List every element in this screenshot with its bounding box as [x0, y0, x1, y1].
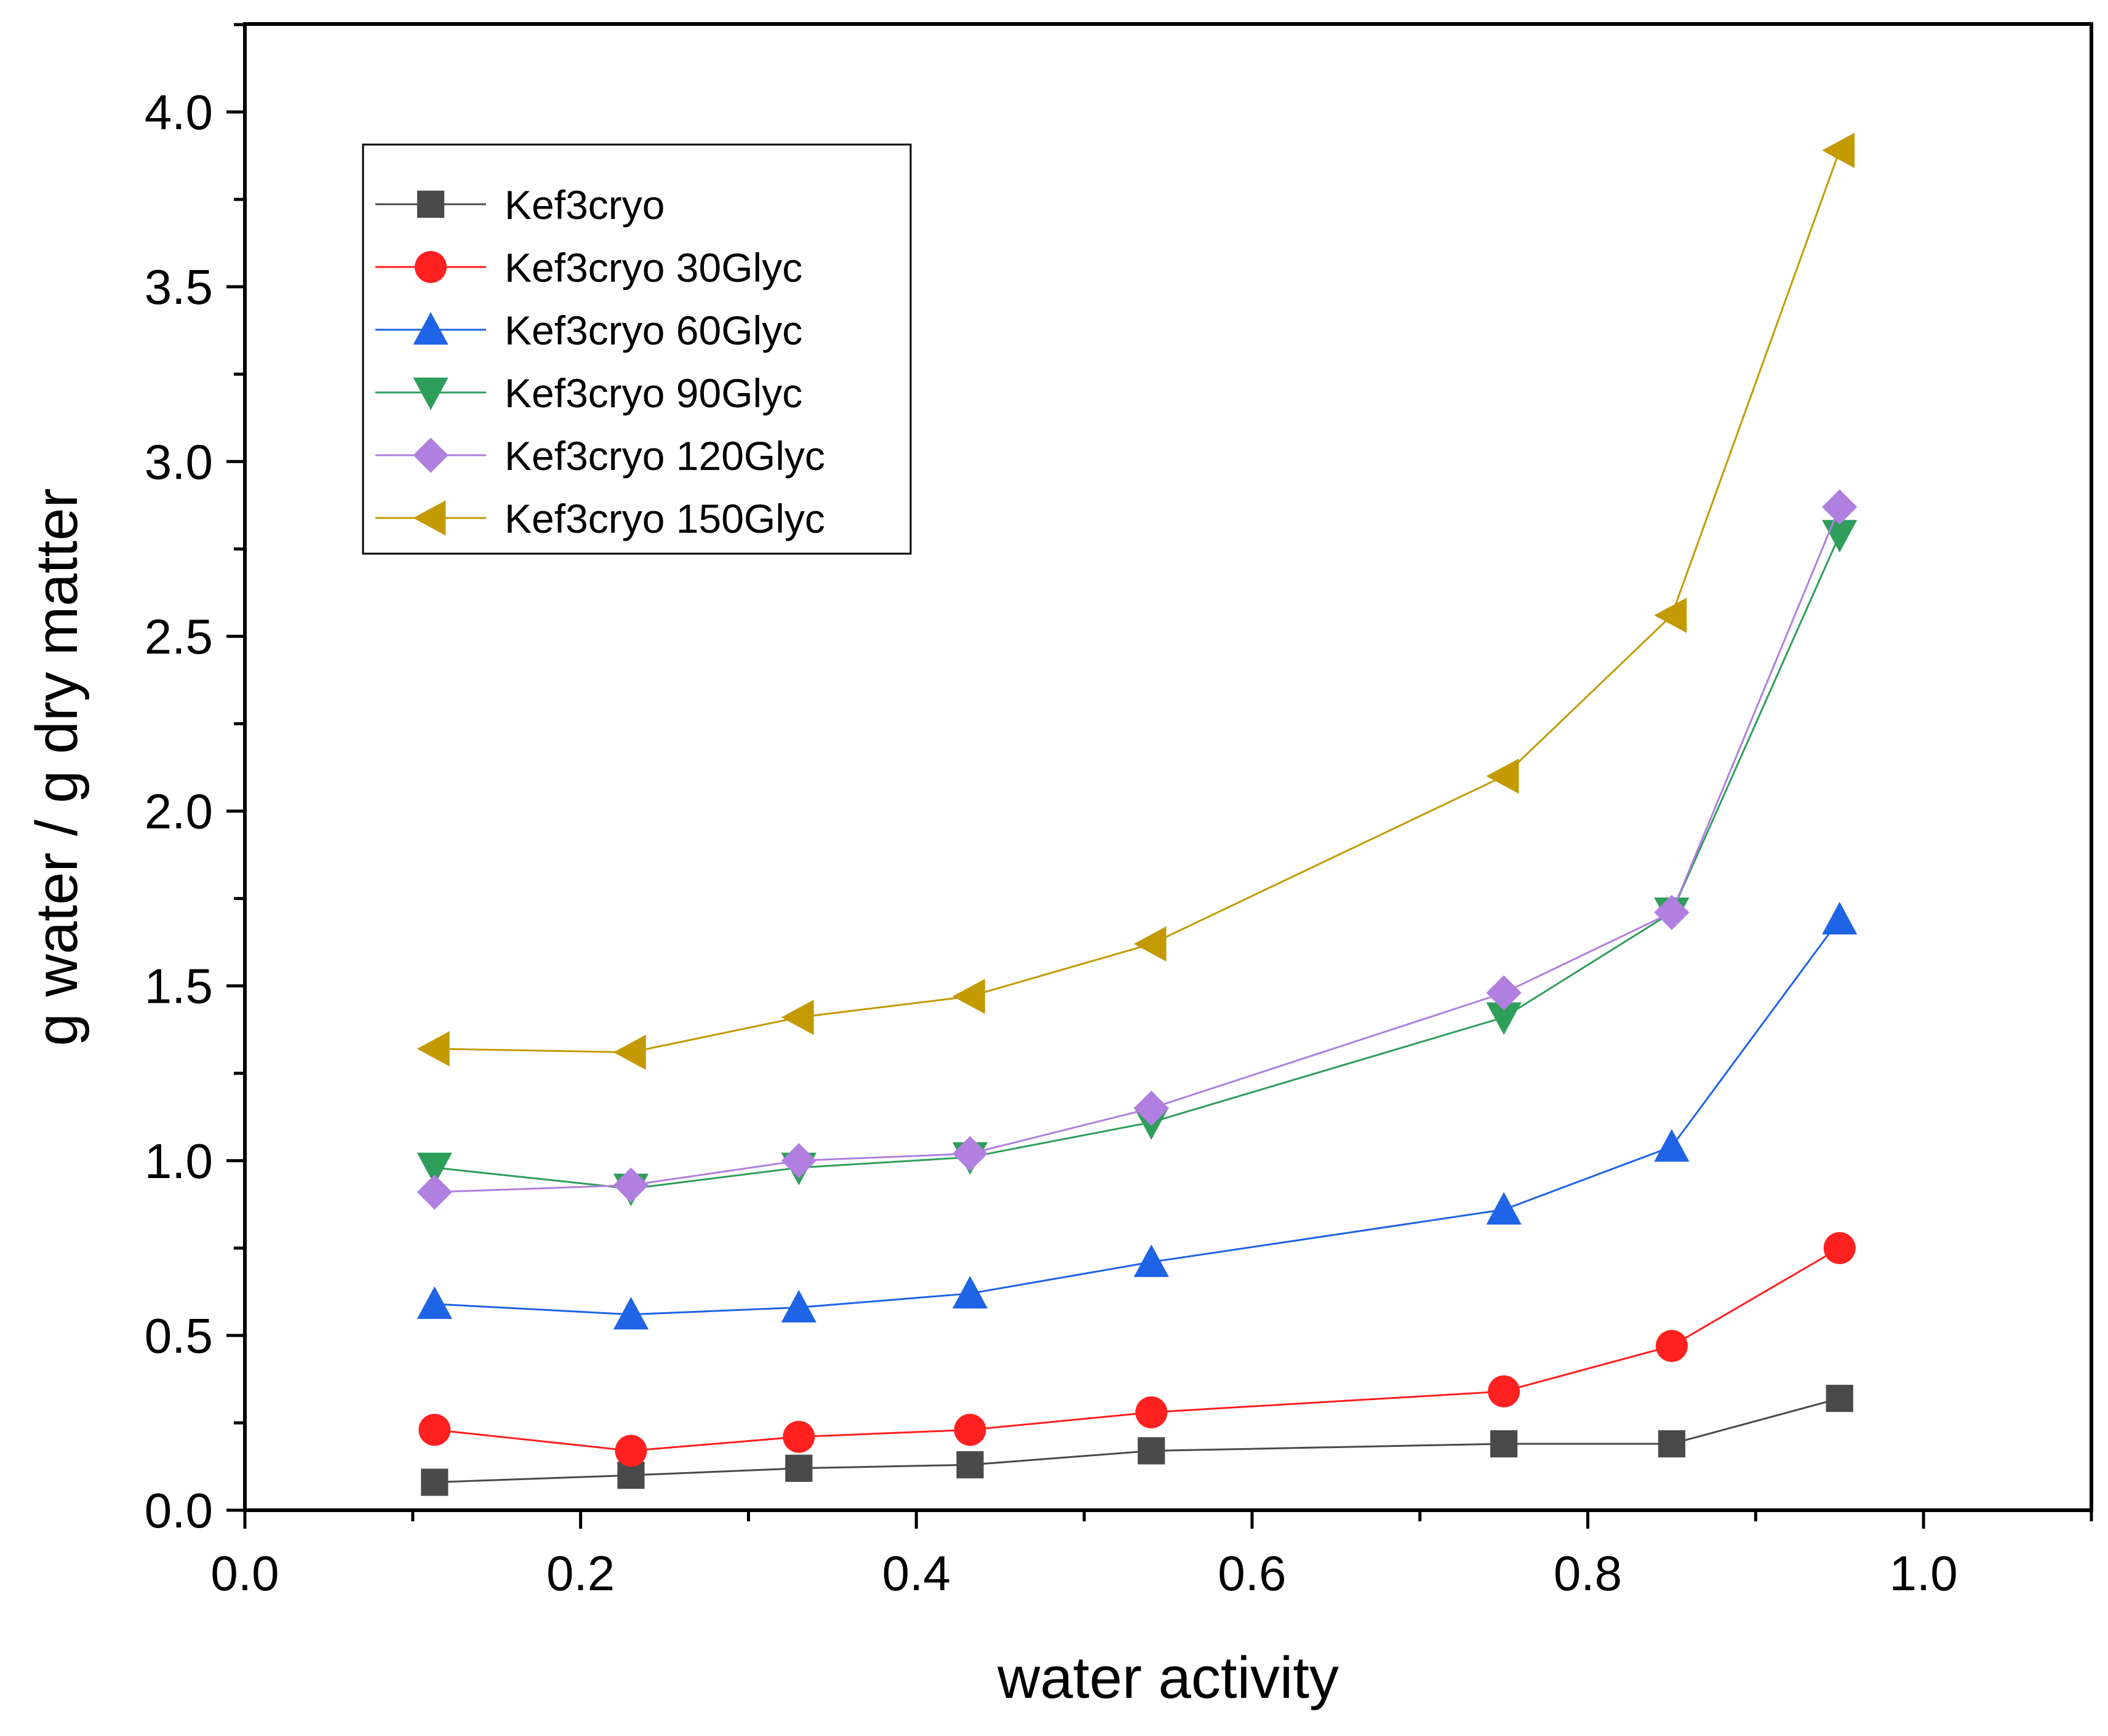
data-point — [417, 1031, 450, 1067]
data-point — [613, 1297, 649, 1330]
data-point — [1658, 1430, 1686, 1458]
x-axis-title: water activity — [997, 1645, 1339, 1711]
x-tick-label: 0.8 — [1554, 1546, 1622, 1601]
y-tick-label: 1.0 — [145, 1134, 213, 1189]
data-point — [421, 1468, 449, 1496]
series-2 — [417, 902, 1858, 1330]
legend-marker — [413, 500, 446, 536]
series-line — [434, 506, 1841, 1193]
legend-item: Kef3cryo 30Glyc — [375, 245, 802, 290]
legend-label: Kef3cryo — [505, 182, 665, 228]
data-point — [785, 1454, 813, 1482]
series-line — [434, 918, 1840, 1316]
data-point — [1822, 132, 1855, 169]
y-tick-label: 3.5 — [145, 260, 213, 314]
series-line — [434, 534, 1841, 1190]
legend-label: Kef3cryo 90Glyc — [505, 370, 802, 416]
legend-label: Kef3cryo 60Glyc — [505, 308, 802, 353]
data-point — [781, 1000, 814, 1035]
x-tick-label: 0.0 — [210, 1546, 279, 1601]
legend: Kef3cryo Kef3cryo 30Glyc Kef3cryo 60Glyc Ke… — [362, 143, 912, 555]
series-layer — [417, 132, 1858, 1496]
series-1 — [418, 1232, 1856, 1467]
x-tick-label: 0.6 — [1218, 1546, 1286, 1601]
legend-marker — [413, 437, 449, 473]
legend-item: Kef3cryo 90Glyc — [375, 370, 802, 416]
data-point — [1654, 597, 1687, 633]
y-tick-label: 4.0 — [145, 85, 213, 140]
legend-item: Kef3cryo 120Glyc — [375, 433, 825, 479]
legend-marker — [415, 251, 447, 283]
data-point — [1823, 1232, 1856, 1264]
data-point — [952, 1136, 988, 1171]
plot-area-frame — [243, 22, 2093, 1512]
series-4 — [417, 489, 1858, 1210]
data-point — [1486, 1192, 1522, 1225]
data-point — [781, 1289, 816, 1323]
data-point — [1822, 902, 1858, 934]
legend-item: Kef3cryo 150Glyc — [375, 496, 825, 541]
legend-label: Kef3cryo 150Glyc — [505, 496, 825, 541]
y-tick-label: 0.5 — [145, 1308, 213, 1363]
legend-marker — [417, 190, 445, 218]
data-point — [1133, 1090, 1169, 1126]
data-point — [615, 1435, 647, 1467]
legend-items: Kef3cryo Kef3cryo 30Glyc Kef3cryo 60Glyc Ke… — [375, 182, 825, 541]
series-line — [434, 1397, 1840, 1484]
data-point — [1654, 1129, 1690, 1162]
data-point — [1488, 1375, 1520, 1408]
y-axis-title: g water / g dry matter — [24, 488, 90, 1046]
data-point — [1486, 759, 1519, 794]
data-point — [783, 1420, 815, 1453]
legend-marker — [413, 312, 449, 345]
data-point — [1133, 1244, 1169, 1277]
data-point — [954, 1414, 986, 1446]
data-point — [1486, 975, 1522, 1011]
data-point — [418, 1414, 451, 1446]
data-point — [952, 1276, 988, 1308]
legend-label: Kef3cryo 120Glyc — [505, 433, 825, 479]
series-line — [434, 149, 1841, 1054]
data-point — [613, 1167, 649, 1203]
y-tick-label: 3.0 — [145, 434, 213, 489]
y-tick-label: 2.0 — [145, 784, 213, 839]
data-point — [1822, 489, 1858, 525]
x-tick-label: 0.4 — [882, 1546, 951, 1601]
data-point — [417, 1152, 452, 1185]
data-point — [1490, 1430, 1518, 1458]
data-point — [952, 979, 985, 1014]
y-tick-label: 0.0 — [145, 1483, 213, 1538]
x-tick-label: 0.2 — [546, 1546, 615, 1601]
series-5 — [417, 132, 1855, 1070]
legend-label: Kef3cryo 30Glyc — [505, 245, 802, 290]
legend-box — [362, 143, 912, 555]
data-point — [417, 1174, 452, 1210]
series-line — [434, 1247, 1840, 1452]
data-point — [1486, 1002, 1522, 1035]
data-point — [956, 1451, 984, 1479]
data-point — [1133, 926, 1167, 962]
data-point — [1135, 1396, 1168, 1428]
data-point — [1655, 1329, 1688, 1362]
y-tick-label: 2.5 — [145, 609, 213, 664]
data-point — [1138, 1437, 1165, 1465]
legend-item: Kef3cryo 60Glyc — [375, 308, 802, 353]
axis-layer: 0.0 0.2 0.4 0.6 0.8 1.0 0.0 0.5 1.0 1.5 2.0 2.5 3.0 3… — [145, 23, 2093, 1601]
x-tick-label: 1.0 — [1890, 1546, 1958, 1601]
data-point — [1826, 1385, 1853, 1412]
data-point — [417, 1286, 452, 1320]
data-point — [613, 1034, 646, 1070]
data-point — [1654, 894, 1690, 930]
data-point — [781, 1143, 816, 1179]
legend-marker — [413, 377, 449, 410]
legend-item: Kef3cryo — [375, 182, 665, 228]
y-tick-label: 1.5 — [145, 959, 213, 1014]
